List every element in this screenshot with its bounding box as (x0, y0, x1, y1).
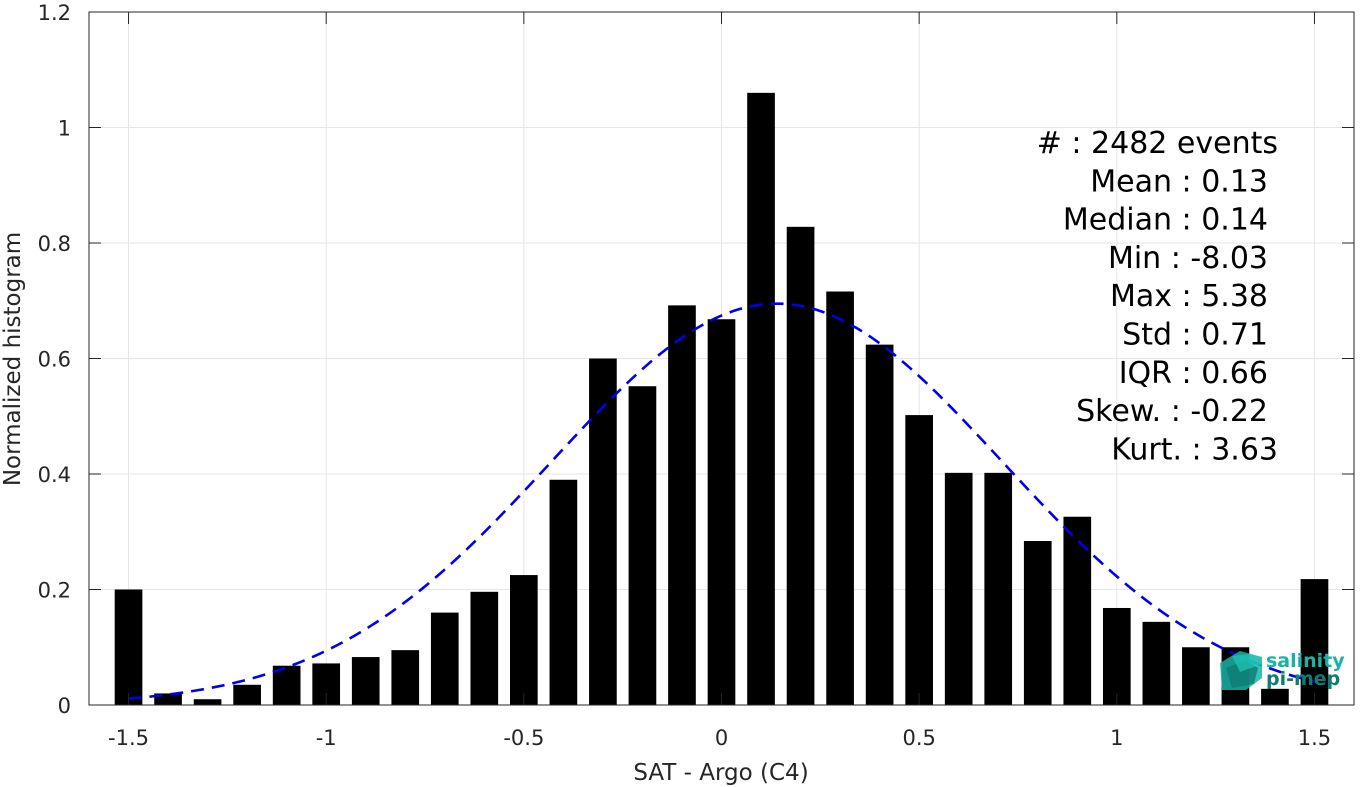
histogram-bar-21 (944, 472, 973, 705)
histogram-bar-3 (233, 684, 261, 705)
x-tick-label: 1.5 (1298, 726, 1331, 750)
y-axis-label: Normalized histogram (0, 232, 26, 486)
histogram-bar-12 (589, 358, 617, 705)
y-tick-label: 0.4 (38, 463, 71, 487)
histogram-bar-23 (1023, 540, 1052, 705)
gaussian-fit-curve (128, 302, 1315, 700)
histogram-bar-13 (628, 386, 657, 705)
histogram-bar-16 (747, 92, 775, 706)
histogram-bar-18 (826, 291, 854, 705)
axis-ticks (89, 11, 1354, 706)
x-tick-label: 0.5 (902, 726, 935, 750)
y-tick-label: 0.2 (38, 579, 71, 603)
stat-line: # : 2482 events (1037, 126, 1278, 161)
x-tick-label: -1.5 (108, 726, 149, 750)
histogram-bar-30 (1300, 579, 1329, 705)
stat-line: Max : 5.38 (1110, 279, 1268, 314)
histogram-bar-14 (668, 305, 696, 705)
logo-text-pi-mep: pi-mep (1266, 668, 1340, 690)
y-tick-label: 0.6 (38, 348, 71, 372)
histogram-bar-0 (114, 589, 143, 705)
histogram-bar-1 (154, 693, 182, 705)
x-tick-label: -0.5 (503, 726, 544, 750)
stat-line: Mean : 0.13 (1090, 164, 1268, 199)
bars (114, 92, 1329, 706)
x-tick-label: -1 (316, 726, 337, 750)
x-tick-label: 1 (1110, 726, 1123, 750)
histogram-bar-7 (391, 650, 420, 705)
stat-line: Median : 0.14 (1063, 203, 1268, 238)
y-tick-label: 1.2 (38, 1, 71, 25)
histogram-bar-29 (1261, 688, 1289, 705)
x-axis-label: SAT - Argo (C4) (633, 760, 808, 786)
y-tick-label: 1 (58, 117, 71, 141)
histogram-bar-8 (430, 612, 459, 705)
y-tick-label: 0.8 (38, 232, 71, 256)
x-tick-labels: -1.5 -1 -0.5 0 0.5 1 1.5 (108, 726, 1331, 750)
histogram-bar-26 (1142, 621, 1171, 705)
logo-text-salinity: salinity (1266, 650, 1345, 672)
histogram-bar-9 (470, 591, 499, 705)
histogram-bar-11 (549, 479, 578, 705)
histogram-bar-24 (1063, 516, 1092, 705)
histogram-bar-22 (984, 472, 1013, 705)
stat-line: IQR : 0.66 (1119, 356, 1268, 391)
salinity-pi-mep-logo: salinity pi-mep (1220, 650, 1345, 690)
histogram-bar-25 (1102, 607, 1131, 705)
stat-line: Std : 0.71 (1122, 318, 1268, 353)
histogram-bar-4 (272, 665, 301, 705)
histogram-bar-15 (707, 319, 736, 705)
histogram-bar-2 (193, 699, 222, 705)
histogram-bar-20 (905, 415, 933, 705)
stat-line: Skew. : -0.22 (1076, 394, 1268, 429)
histogram-bar-10 (510, 575, 538, 705)
stat-line: Min : -8.03 (1108, 241, 1268, 276)
y-tick-labels: 0 0.2 0.4 0.6 0.8 1 1.2 (38, 1, 71, 718)
histogram-bar-6 (351, 657, 380, 705)
histogram-bar-19 (865, 344, 894, 705)
histogram-bar-17 (786, 226, 815, 705)
logo-mark-icon (1220, 651, 1262, 690)
histogram-bar-27 (1182, 647, 1210, 705)
stat-line: Kurt. : 3.63 (1111, 432, 1278, 467)
x-tick-label: 0 (715, 726, 728, 750)
y-tick-label: 0 (58, 694, 71, 718)
